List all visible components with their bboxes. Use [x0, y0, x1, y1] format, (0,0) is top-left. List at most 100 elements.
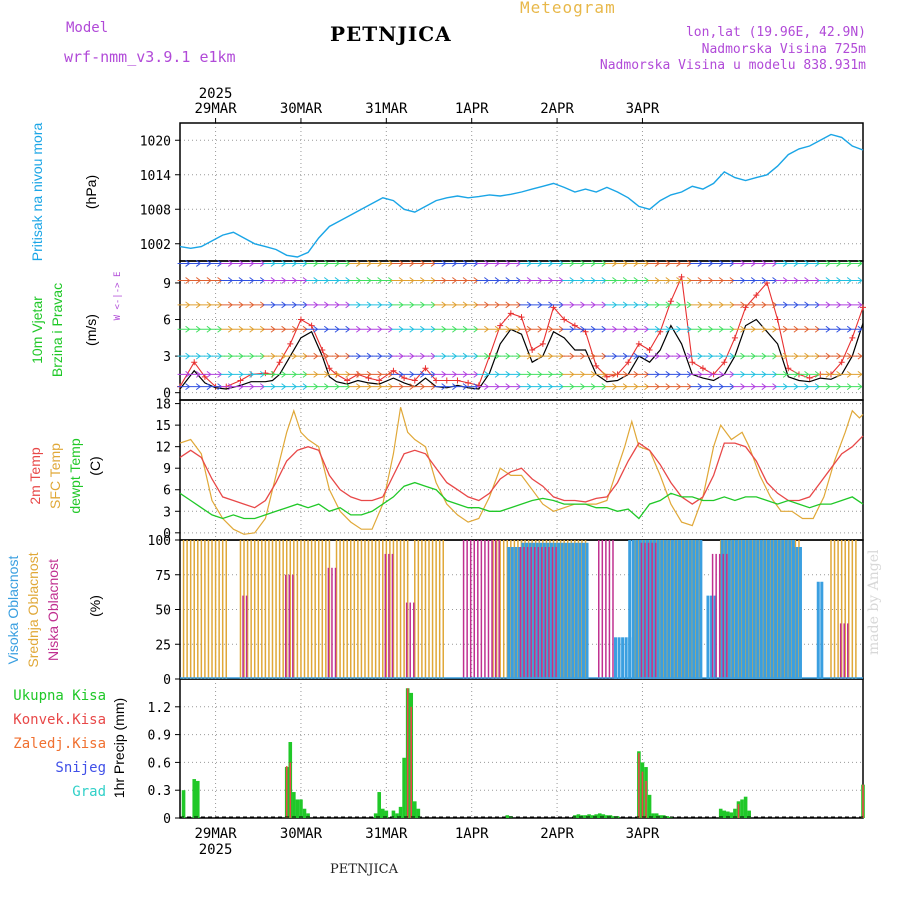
wind-arrow: [604, 301, 617, 309]
wind-arrow: [849, 352, 863, 360]
precip-bar: [658, 815, 663, 818]
wind-arrow: [487, 383, 500, 390]
wind-arrow: [721, 370, 735, 378]
wind-arrow: [561, 383, 575, 390]
wind-arrow: [455, 352, 468, 360]
precip-bar: [416, 808, 421, 818]
wind-arrow: [572, 301, 585, 309]
wind-arrow: [551, 370, 564, 378]
wind-arrow: [561, 277, 575, 284]
wind-axis-label-1: 10m Vjetar: [29, 296, 45, 364]
wind-arrow: [401, 277, 414, 284]
wind-arrow: [775, 383, 788, 390]
precip-legend-2: Zaledj.Kisa: [13, 736, 106, 752]
wind-arrow: [230, 325, 244, 333]
wind-arrow: [583, 301, 596, 309]
wind-arrow: [284, 370, 297, 378]
wind-arrow: [423, 301, 436, 309]
day-label-bottom: 2APR: [540, 826, 574, 842]
wind-arrow: [807, 325, 820, 333]
wind-arrow: [540, 383, 553, 390]
wind-arrow: [636, 277, 649, 284]
precip-bar: [398, 806, 403, 818]
gust-marker: [287, 340, 294, 347]
gust-marker: [237, 377, 244, 384]
gust-marker: [507, 310, 514, 317]
high-cloud-axis-label: Visoka Oblacnost: [5, 556, 21, 665]
wind-arrow: [764, 383, 777, 390]
wind-arrow: [294, 383, 308, 390]
wind-arrow: [732, 277, 745, 284]
wind-arrow: [839, 370, 852, 378]
wind-arrow: [753, 370, 767, 378]
wind-arrow: [273, 277, 286, 284]
wind-arrow: [711, 325, 724, 333]
wind-arrow: [497, 352, 511, 360]
day-label-top: 3APR: [626, 101, 660, 117]
wind-arrow: [380, 352, 393, 360]
wind-arrow: [433, 277, 446, 284]
gust-marker: [191, 359, 198, 366]
wind-arrow: [721, 325, 735, 333]
precip-bar: [729, 812, 734, 818]
wind-arrow: [444, 301, 457, 309]
y-tick-label: 0: [163, 387, 171, 402]
wind-arrow: [390, 352, 404, 360]
wind-arrow: [358, 325, 372, 333]
gust-marker: [344, 377, 351, 384]
wind-arrow: [721, 383, 735, 390]
wind-arrow: [262, 383, 276, 390]
pressure-axis-label: Pritisak na nivou mora: [29, 123, 45, 262]
wind-arrow: [593, 352, 607, 360]
wind-arrow: [519, 301, 532, 309]
precip-bar: [302, 808, 307, 818]
wind-arrow: [220, 352, 233, 360]
gust-marker: [625, 359, 632, 366]
wind-arrow: [817, 352, 831, 360]
gust-marker: [774, 316, 781, 323]
gust-marker: [376, 377, 383, 384]
wind-arrow: [326, 383, 340, 390]
low-cloud-axis-label: Niska Oblacnost: [45, 559, 61, 661]
day-label-top: 30MAR: [280, 101, 323, 117]
wind-arrow: [220, 301, 233, 309]
wind-arrow: [636, 370, 649, 378]
wind-arrow: [604, 383, 617, 390]
wind-arrow: [390, 383, 404, 390]
gust-marker: [465, 379, 472, 386]
wind-arrow: [433, 352, 446, 360]
wind-arrow: [273, 325, 286, 333]
wind-arrow: [604, 325, 617, 333]
wind-compass-label: W <-|-> E: [113, 272, 123, 321]
wind-arrow: [198, 325, 212, 333]
wind-arrow: [369, 325, 382, 333]
wind-arrow: [625, 325, 639, 333]
wind-arrow: [529, 301, 543, 309]
wind-arrow: [188, 352, 201, 360]
wind-arrow: [188, 325, 201, 333]
precip-bar: [195, 780, 200, 818]
wind-arrow: [679, 325, 692, 333]
day-label-bottom: 30MAR: [280, 826, 323, 842]
wind-arrow: [647, 383, 660, 390]
precip-bar: [612, 816, 616, 818]
wind-arrow: [625, 352, 639, 360]
precip-bar: [605, 815, 609, 818]
wind-arrow: [764, 352, 777, 360]
wind-arrow: [625, 301, 639, 309]
wind-arrow: [817, 370, 831, 378]
wind-arrow: [647, 370, 660, 378]
wind-arrow: [241, 301, 254, 309]
wind-arrow: [593, 383, 607, 390]
wind-arrow: [241, 277, 254, 284]
wind-arrow: [743, 352, 756, 360]
wind-unit-label: (m/s): [83, 314, 99, 346]
wind-arrow: [369, 383, 382, 390]
wind-arrow: [252, 301, 265, 309]
precip-legend-1: Konvek.Kisa: [13, 712, 106, 728]
wind-arrow: [209, 352, 222, 360]
y-tick-label: 0: [163, 673, 171, 688]
day-label-top: 31MAR: [365, 101, 408, 117]
wind-arrow: [849, 370, 863, 378]
